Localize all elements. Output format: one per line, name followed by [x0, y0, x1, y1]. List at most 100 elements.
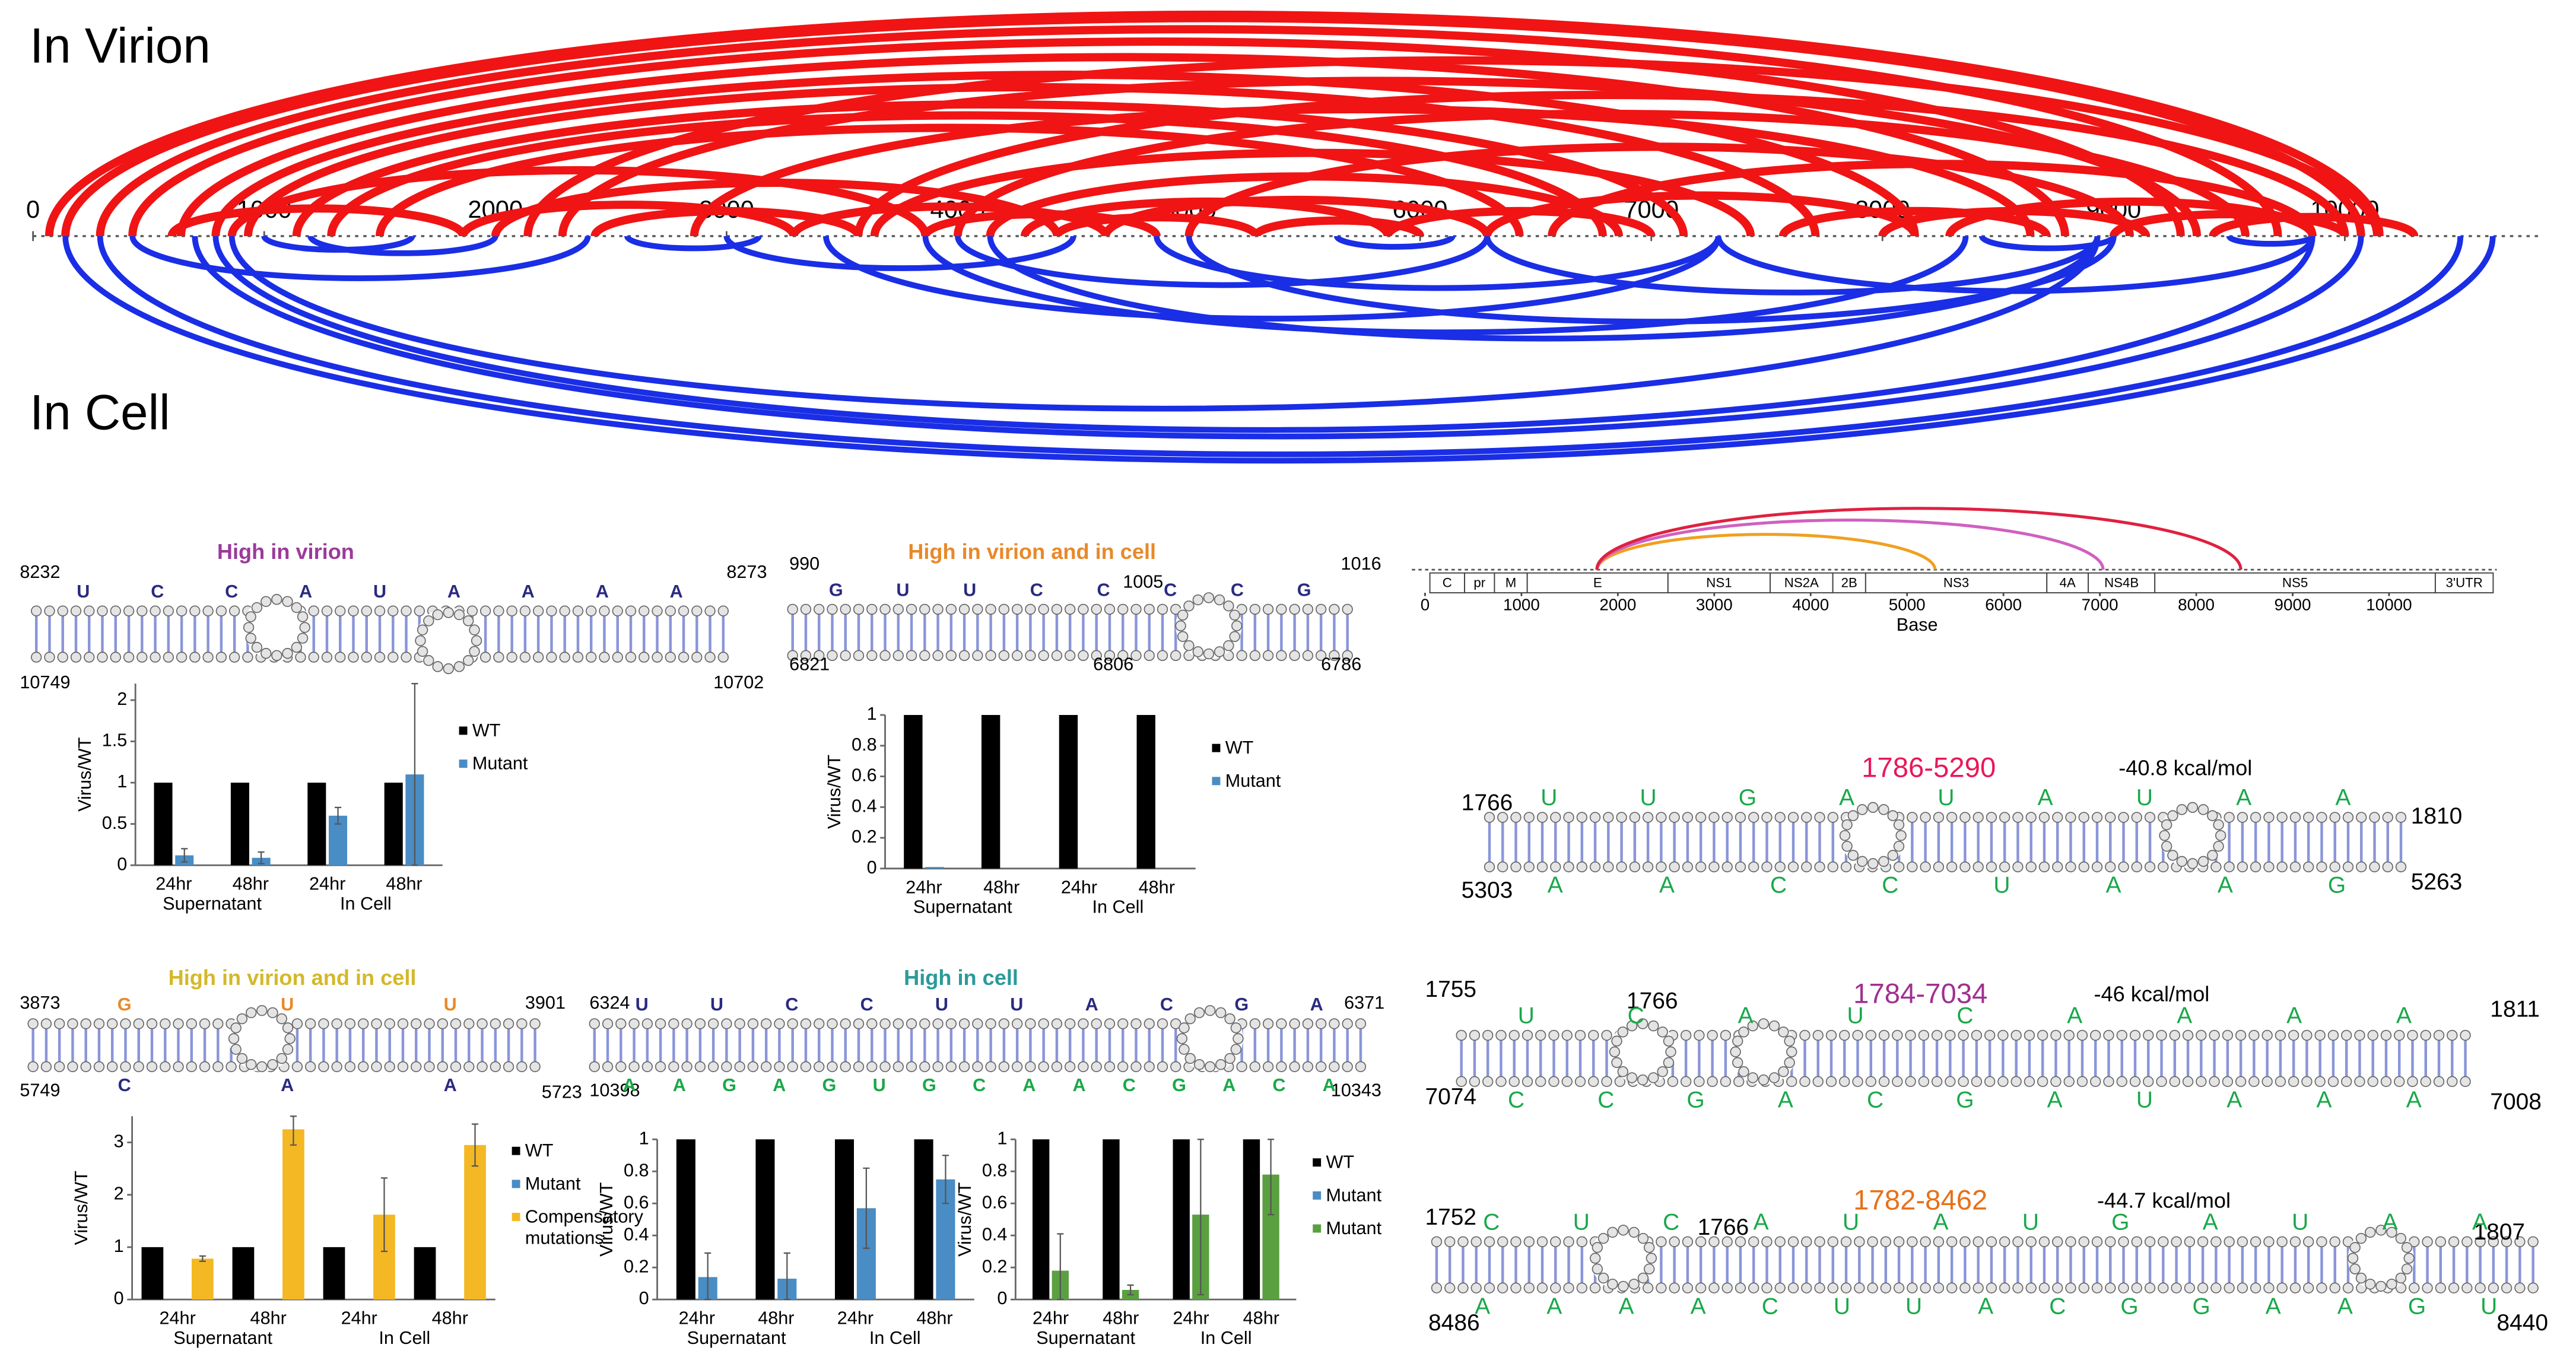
- nucleotide: [1946, 812, 1958, 823]
- mutation-letter: U: [1010, 994, 1023, 1015]
- nucleotide: [2382, 861, 2393, 873]
- nucleotide: [1470, 1236, 1482, 1247]
- interaction-arc: [61, 14, 2365, 237]
- nucleotide: [2329, 861, 2340, 873]
- nucleotide: [469, 646, 480, 657]
- nucleotide: [1550, 861, 1561, 873]
- nucleotide: [120, 1061, 131, 1072]
- nucleotide: [242, 651, 253, 663]
- nucleotide: [1768, 1020, 1780, 1032]
- nucleotide: [228, 605, 240, 616]
- nucleotide: [945, 1061, 957, 1072]
- nucleotide: [1946, 1282, 1958, 1293]
- nucleotide: [1176, 1033, 1188, 1044]
- nucleotide: [814, 1061, 825, 1072]
- nucleotide: [958, 603, 970, 615]
- nucleotide: [384, 1018, 395, 1029]
- nucleotide: [1204, 1061, 1216, 1072]
- x-tick-label: 48hr: [983, 877, 1019, 897]
- free-energy: -40.8 kcal/mol: [2118, 755, 2252, 780]
- nucleotide: [176, 605, 188, 616]
- nucleotide: [665, 605, 676, 616]
- nucleotide: [2167, 810, 2178, 821]
- nucleotide: [972, 603, 983, 615]
- bar: [676, 1139, 695, 1300]
- nucleotide: [1784, 1057, 1795, 1069]
- nucleotide: [136, 651, 148, 663]
- interaction-arc: [97, 236, 2464, 457]
- legend-label-line: Compensatory: [525, 1207, 644, 1227]
- nucleotide: [2118, 812, 2129, 823]
- nucleotide: [1193, 1007, 1205, 1018]
- nucleotide: [1628, 1279, 1640, 1290]
- mutation-letter: A: [1691, 1293, 1706, 1319]
- nucleotide: [1747, 1072, 1758, 1083]
- nucleotide: [1644, 1242, 1655, 1253]
- mutation-letter: A: [623, 1075, 636, 1095]
- position-number: 1752: [1425, 1204, 1476, 1230]
- nucleotide: [1183, 600, 1195, 612]
- nucleotide: [256, 1005, 268, 1016]
- nucleotide: [2037, 1076, 2048, 1088]
- nucleotide: [814, 650, 825, 662]
- nucleotide: [1484, 1282, 1495, 1293]
- legend-swatch: [1212, 743, 1221, 752]
- nucleotide: [1495, 1076, 1507, 1088]
- error-bar: [380, 1177, 388, 1253]
- mutation-letter: C: [1770, 873, 1787, 898]
- nucleotide: [146, 1018, 158, 1029]
- nucleotide: [1893, 1282, 1905, 1293]
- nucleotide: [2078, 1236, 2089, 1247]
- position-number: 10702: [713, 672, 764, 692]
- nucleotide: [1907, 861, 1918, 873]
- nucleotide: [2222, 1076, 2234, 1088]
- nucleotide: [1999, 812, 2010, 823]
- mutation-letter: A: [2067, 1003, 2082, 1029]
- position-number: 10749: [20, 672, 70, 692]
- legend-label: WT: [1326, 1152, 1355, 1172]
- nucleotide: [774, 1061, 785, 1072]
- nucleotide: [1657, 1066, 1668, 1078]
- nucleotide: [1078, 1061, 1089, 1072]
- nucleotide: [1665, 1046, 1676, 1057]
- position-number: 1810: [2411, 803, 2463, 829]
- nucleotide: [1510, 812, 1522, 823]
- nucleotide: [110, 651, 121, 663]
- nucleotide: [1680, 1029, 1692, 1041]
- nucleotide: [1590, 1253, 1601, 1264]
- nucleotide: [998, 1061, 1010, 1072]
- nucleotide: [70, 605, 82, 616]
- x-tick-label: 48hr: [1103, 1308, 1139, 1328]
- gene-label: 3'UTR: [2445, 576, 2482, 590]
- nucleotide: [2276, 861, 2288, 873]
- mutation-letter: C: [118, 1075, 131, 1095]
- mutation-letter: A: [670, 581, 683, 602]
- mutation-letter: A: [2335, 785, 2351, 811]
- nucleotide: [1761, 1282, 1773, 1293]
- nucleotide: [1497, 812, 1508, 823]
- nucleotide: [1236, 1061, 1247, 1072]
- nucleotide: [2401, 1263, 2413, 1274]
- nucleotide: [1721, 1282, 1733, 1293]
- nucleotide: [1611, 1035, 1622, 1047]
- nucleotide: [599, 605, 610, 616]
- nucleotide: [1748, 861, 1759, 873]
- nucleotide: [1011, 603, 1023, 615]
- nucleotide: [371, 1061, 382, 1072]
- nucleotide: [1117, 1061, 1129, 1072]
- nucleotide: [417, 624, 428, 635]
- nucleotide: [199, 1061, 211, 1072]
- nucleotide: [93, 1018, 105, 1029]
- nucleotide: [853, 1061, 865, 1072]
- nucleotide: [466, 605, 478, 616]
- nucleotide: [1444, 1236, 1456, 1247]
- nucleotide: [1231, 620, 1243, 631]
- nucleotide: [1588, 1029, 1599, 1041]
- mutation-letter: C: [1123, 1075, 1136, 1095]
- nucleotide: [1695, 861, 1707, 873]
- nucleotide: [612, 651, 623, 663]
- nucleotide: [1840, 861, 1852, 873]
- nucleotide: [1262, 650, 1274, 662]
- nucleotide: [1626, 1072, 1638, 1083]
- mutation-letter: U: [1843, 1209, 1859, 1235]
